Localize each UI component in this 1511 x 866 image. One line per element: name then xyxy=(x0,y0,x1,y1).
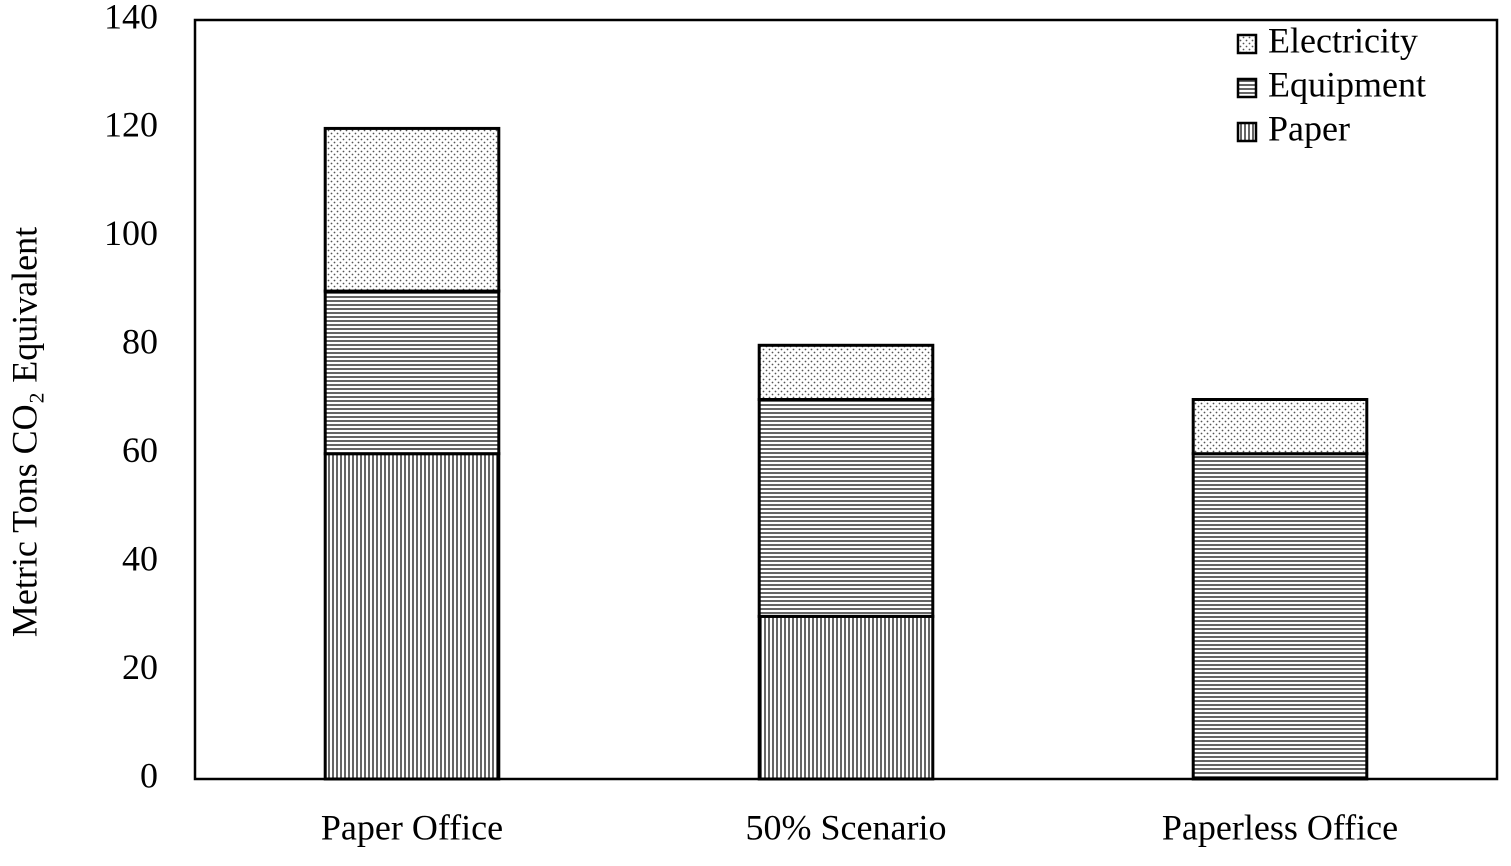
y-tick-label: 140 xyxy=(104,0,158,36)
y-tick-label: 0 xyxy=(140,755,158,795)
y-tick-label: 100 xyxy=(104,213,158,253)
bar-segment xyxy=(757,343,935,401)
y-tick-label: 80 xyxy=(122,322,158,362)
legend-swatch xyxy=(1236,33,1258,55)
legend-label: Paper xyxy=(1268,108,1350,148)
legend-swatch xyxy=(1236,121,1258,143)
bar-segment xyxy=(757,398,935,618)
bar-segment xyxy=(323,452,501,781)
bar-segment xyxy=(757,614,935,781)
bar-segment xyxy=(323,289,501,456)
plot-frame xyxy=(193,18,1499,781)
legend-label: Electricity xyxy=(1268,20,1418,60)
y-tick-label: 120 xyxy=(104,105,158,145)
x-tick-label: 50% Scenario xyxy=(746,807,947,847)
legend-label: Equipment xyxy=(1268,64,1426,104)
legend-swatch xyxy=(1236,77,1258,99)
x-tick-label: Paperless Office xyxy=(1162,807,1398,847)
bar-segment xyxy=(1191,452,1369,781)
x-tick-label: Paper Office xyxy=(321,807,503,847)
y-tick-label: 20 xyxy=(122,647,158,687)
bar-segment xyxy=(323,126,501,293)
y-tick-label: 40 xyxy=(122,538,158,578)
y-axis-label: Metric Tons CO₂ Equivalent xyxy=(4,227,44,637)
y-tick-label: 60 xyxy=(122,430,158,470)
bar-segment xyxy=(1191,398,1369,456)
